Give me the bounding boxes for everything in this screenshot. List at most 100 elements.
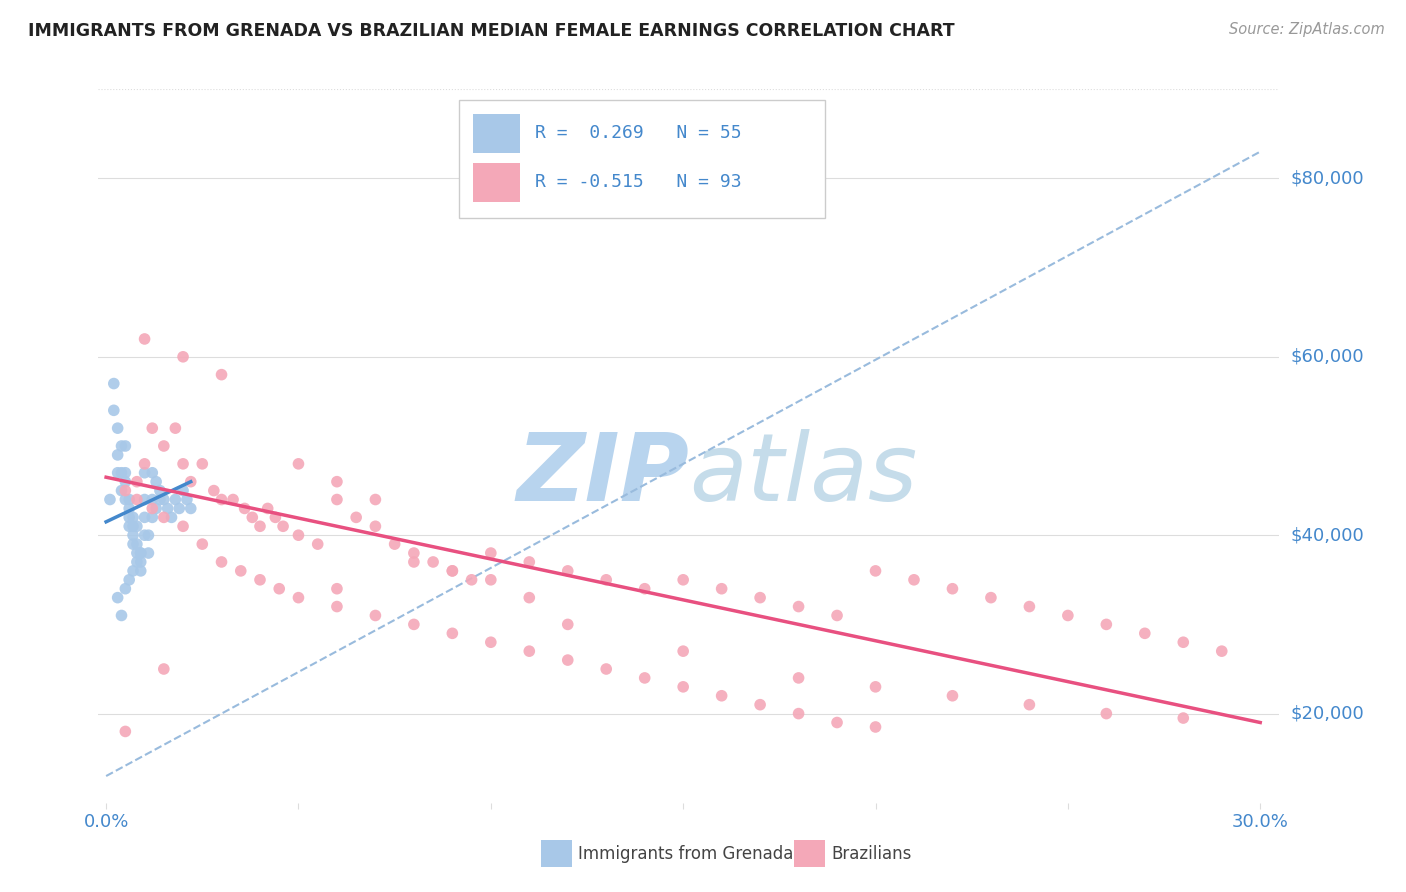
Point — [110, 439, 132, 453]
Point — [402, 617, 425, 632]
Point — [326, 582, 349, 596]
Point — [517, 644, 540, 658]
Point — [240, 510, 263, 524]
Point — [125, 475, 148, 489]
Point — [364, 492, 387, 507]
Bar — [458, 100, 825, 218]
Point — [191, 457, 214, 471]
Point — [122, 519, 145, 533]
Point — [865, 680, 887, 694]
Point — [1211, 644, 1233, 658]
Point — [1095, 706, 1118, 721]
Point — [326, 492, 349, 507]
Point — [595, 573, 617, 587]
Point — [122, 528, 145, 542]
Point — [980, 591, 1002, 605]
Point — [114, 439, 136, 453]
Point — [479, 546, 502, 560]
Point — [787, 706, 810, 721]
Point — [165, 421, 187, 435]
Point — [107, 466, 129, 480]
Point — [211, 492, 233, 507]
Point — [141, 466, 163, 480]
Point — [326, 599, 349, 614]
Point — [825, 715, 848, 730]
Point — [134, 457, 156, 471]
Point — [287, 591, 309, 605]
Point — [118, 492, 141, 507]
Point — [149, 492, 172, 507]
Text: ZIP: ZIP — [516, 428, 689, 521]
Point — [156, 501, 179, 516]
Point — [129, 555, 152, 569]
Point — [118, 501, 141, 516]
Point — [710, 689, 733, 703]
Point — [672, 644, 695, 658]
Point — [176, 492, 198, 507]
Text: Immigrants from Grenada: Immigrants from Grenada — [578, 845, 793, 863]
Point — [118, 573, 141, 587]
Point — [441, 626, 464, 640]
Point — [825, 608, 848, 623]
Point — [344, 510, 367, 524]
Point — [1095, 617, 1118, 632]
Point — [402, 555, 425, 569]
Point — [941, 582, 963, 596]
Point — [134, 332, 156, 346]
Text: IMMIGRANTS FROM GRENADA VS BRAZILIAN MEDIAN FEMALE EARNINGS CORRELATION CHART: IMMIGRANTS FROM GRENADA VS BRAZILIAN MED… — [28, 22, 955, 40]
Text: Source: ZipAtlas.com: Source: ZipAtlas.com — [1229, 22, 1385, 37]
Point — [172, 457, 194, 471]
Point — [211, 368, 233, 382]
Point — [557, 653, 579, 667]
Point — [1057, 608, 1080, 623]
Point — [125, 519, 148, 533]
Point — [402, 546, 425, 560]
Point — [1018, 599, 1040, 614]
Point — [118, 510, 141, 524]
Point — [125, 492, 148, 507]
Point — [634, 671, 657, 685]
Text: Brazilians: Brazilians — [831, 845, 911, 863]
Point — [110, 608, 132, 623]
Point — [749, 591, 772, 605]
Point — [134, 510, 156, 524]
Point — [149, 483, 172, 498]
Point — [202, 483, 225, 498]
Point — [249, 519, 271, 533]
Point — [134, 528, 156, 542]
Point — [114, 582, 136, 596]
Point — [129, 564, 152, 578]
Point — [1173, 635, 1195, 649]
Point — [107, 448, 129, 462]
Point — [153, 662, 176, 676]
Point — [903, 573, 925, 587]
Point — [191, 537, 214, 551]
Point — [441, 564, 464, 578]
Point — [865, 720, 887, 734]
Point — [256, 501, 278, 516]
Point — [114, 475, 136, 489]
Point — [118, 519, 141, 533]
Text: $40,000: $40,000 — [1291, 526, 1364, 544]
Point — [787, 671, 810, 685]
Point — [98, 492, 121, 507]
Text: $20,000: $20,000 — [1291, 705, 1364, 723]
Point — [269, 582, 291, 596]
Point — [787, 599, 810, 614]
Text: atlas: atlas — [689, 429, 917, 520]
Point — [110, 466, 132, 480]
Point — [672, 573, 695, 587]
Point — [125, 537, 148, 551]
Point — [249, 573, 271, 587]
Point — [110, 483, 132, 498]
Point — [134, 492, 156, 507]
Point — [865, 564, 887, 578]
Point — [595, 662, 617, 676]
Point — [167, 501, 190, 516]
Point — [479, 635, 502, 649]
Point — [141, 510, 163, 524]
Point — [672, 680, 695, 694]
Point — [138, 528, 160, 542]
Point — [125, 546, 148, 560]
Point — [107, 591, 129, 605]
